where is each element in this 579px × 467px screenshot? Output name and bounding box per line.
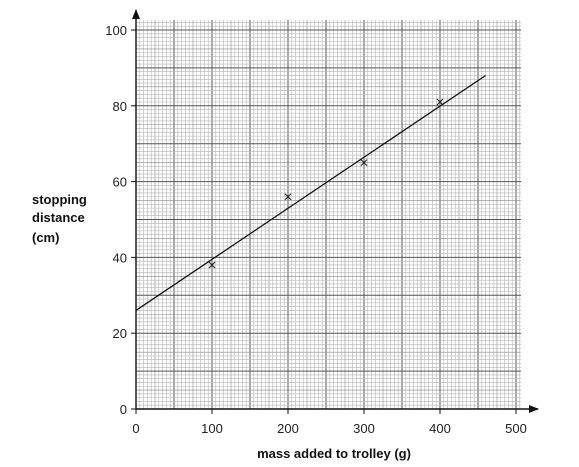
best-fit-line-group <box>135 74 486 311</box>
y-tick-label: 0 <box>120 402 127 417</box>
y-axis-title: stopping distance (cm) <box>32 192 87 245</box>
y-tick-label: 100 <box>105 23 127 38</box>
data-point <box>284 193 292 201</box>
data-point <box>208 261 216 269</box>
data-points <box>208 98 444 269</box>
x-tick-label: 300 <box>353 421 375 436</box>
x-tick-label: 500 <box>505 421 527 436</box>
y-tick-label: 40 <box>113 250 127 265</box>
y-tick-label: 20 <box>113 326 127 341</box>
x-tick-label: 100 <box>201 421 223 436</box>
data-point-stroke <box>436 98 444 106</box>
best-fit-line <box>135 74 486 311</box>
y-tick-label: 60 <box>113 175 127 190</box>
y-axis-title-line-2: distance <box>32 210 85 225</box>
x-tick-label: 400 <box>429 421 451 436</box>
y-axis-title-line-1: stopping <box>32 192 87 207</box>
data-point-stroke <box>208 261 216 269</box>
data-point <box>360 159 368 167</box>
tick-labels: 0 100 200 300 400 500 0 20 40 60 80 100 <box>105 23 527 436</box>
x-tick-label: 200 <box>277 421 299 436</box>
x-axis-title: mass added to trolley (g) <box>257 446 411 461</box>
data-point-stroke <box>360 159 368 167</box>
axes <box>131 9 539 414</box>
data-point <box>436 98 444 106</box>
grid <box>135 20 521 410</box>
y-axis-title-line-3: (cm) <box>32 230 59 245</box>
y-tick-label: 80 <box>113 99 127 114</box>
x-tick-label: 0 <box>132 421 139 436</box>
data-point-stroke <box>284 193 292 201</box>
